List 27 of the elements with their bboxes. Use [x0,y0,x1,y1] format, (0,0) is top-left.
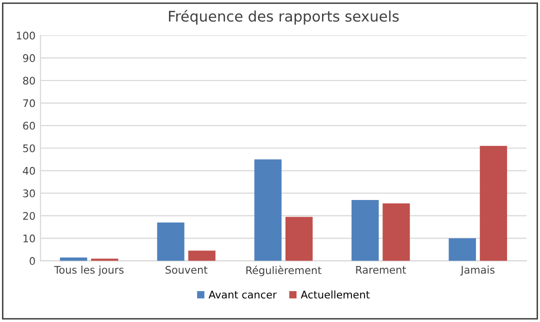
y-tick-label: 50 [23,144,35,152]
y-tick-label: 60 [23,122,35,130]
y-tick-label: 80 [23,76,35,85]
y-tick-label: 100 [16,32,35,40]
x-tick-label: Rarement [356,266,406,274]
legend-label: Avant cancer [208,290,277,299]
x-tick-label: Tous les jours [54,266,124,276]
y-tick-label: 90 [23,54,35,62]
y-tick-label: 20 [23,212,35,220]
bar [480,146,508,261]
bar [352,200,379,261]
x-tick-label: Souvent [166,266,208,274]
bar [382,203,410,261]
bar [157,222,184,261]
legend-label: Actuellement [300,290,370,299]
x-tick-label: Jamais [460,266,495,276]
y-tick-label: 40 [22,166,35,175]
y-tick-label: 70 [23,99,35,108]
x-tick-label: Régulièrement [246,266,322,276]
bar [254,159,282,261]
y-tick-label: 0 [30,257,35,265]
y-tick-label: 30 [23,189,35,198]
bar [188,250,216,261]
bar [285,216,313,261]
y-tick-label: 10 [24,234,35,242]
chart-title: Fréquence des rapports sexuels [168,10,399,25]
bar [448,238,476,261]
